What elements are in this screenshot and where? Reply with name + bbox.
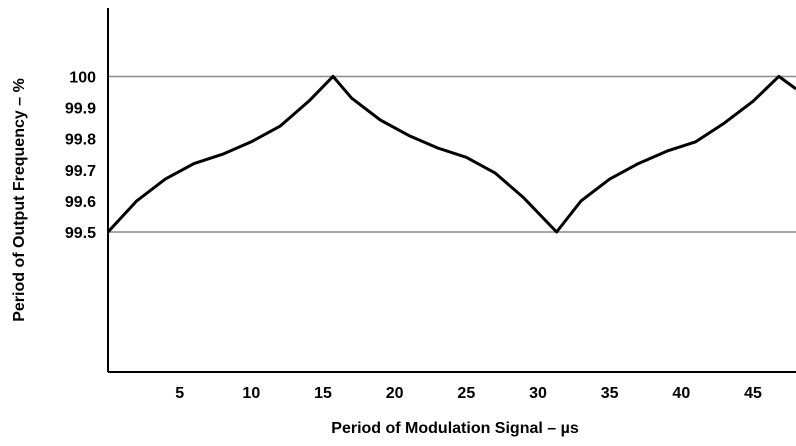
x-tick-label: 15 bbox=[314, 385, 332, 402]
x-tick-label: 40 bbox=[672, 385, 690, 402]
x-tick-label: 5 bbox=[175, 385, 184, 402]
y-axis-label: Period of Output Frequency – % bbox=[11, 78, 28, 322]
x-tick-labels: 5 10 15 20 25 30 35 40 45 bbox=[175, 385, 762, 402]
x-tick-label: 35 bbox=[601, 385, 619, 402]
y-tick-label: 99.9 bbox=[65, 101, 96, 118]
x-tick-label: 30 bbox=[529, 385, 547, 402]
x-tick-label: 10 bbox=[242, 385, 260, 402]
y-tick-label: 99.5 bbox=[65, 225, 96, 242]
y-tick-label: 99.8 bbox=[65, 132, 96, 149]
y-tick-label: 99.7 bbox=[65, 163, 96, 180]
x-tick-label: 45 bbox=[744, 385, 762, 402]
y-tick-labels: 99.5 99.6 99.7 99.8 99.9 100 bbox=[65, 69, 96, 242]
y-tick-label: 99.6 bbox=[65, 194, 96, 211]
y-tick-label: 100 bbox=[69, 69, 96, 86]
x-tick-label: 20 bbox=[386, 385, 404, 402]
reference-lines bbox=[108, 75, 796, 233]
x-tick-label: 25 bbox=[457, 385, 475, 402]
x-axis-label: Period of Modulation Signal – µs bbox=[331, 420, 579, 437]
series-line bbox=[108, 74, 796, 234]
